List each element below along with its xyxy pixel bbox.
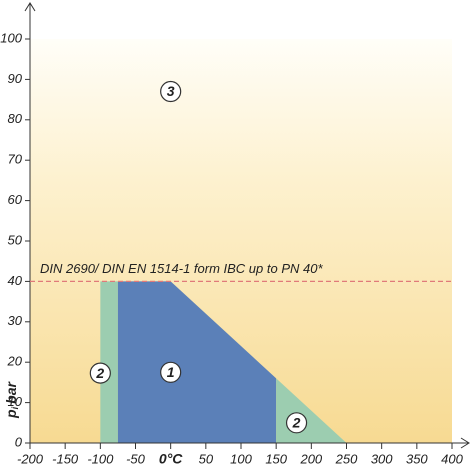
annotation-label: 2	[292, 415, 301, 431]
x-tick-label: 300	[371, 451, 393, 466]
x-tick-label: -200	[17, 451, 44, 466]
x-tick-label: 100	[230, 451, 252, 466]
annotation-label: 2	[95, 365, 104, 381]
y-tick-label: 0	[15, 434, 23, 449]
y-tick-label: 30	[8, 313, 23, 328]
x-tick-label: 150	[265, 451, 287, 466]
x-tick-label: 250	[335, 451, 358, 466]
y-tick-label: 40	[8, 273, 23, 288]
x-tick-label: 400	[441, 451, 463, 466]
x-tick-label: 0°C	[159, 451, 183, 467]
region	[100, 281, 118, 443]
region	[117, 281, 277, 443]
x-tick-label: -50	[126, 451, 146, 466]
y-tick-label: 70	[8, 152, 23, 167]
y-tick-label: 20	[7, 354, 23, 369]
y-label: p	[3, 409, 19, 419]
y-tick-label: 90	[8, 71, 23, 86]
y-label-unit: bar	[3, 381, 19, 404]
y-tick-label: 60	[8, 192, 23, 207]
x-tick-label: 200	[299, 451, 322, 466]
x-tick-label: -100	[87, 451, 114, 466]
x-tick-label: -150	[52, 451, 79, 466]
annotation: 1	[160, 361, 182, 383]
y-axis-label: pi bar	[3, 381, 21, 419]
y-tick-label: 10	[8, 394, 23, 409]
y-label-sub: i	[10, 406, 20, 409]
reference-label: DIN 2690/ DIN EN 1514-1 form IBC up to P…	[40, 261, 323, 276]
annotation-circle	[160, 361, 182, 383]
y-tick-label: 100	[0, 30, 22, 45]
y-tick-label: 80	[8, 111, 23, 126]
annotation-circle	[285, 412, 308, 434]
annotation-label: 1	[167, 364, 175, 380]
annotation: 2	[285, 412, 308, 434]
x-tick-label: 350	[406, 451, 428, 466]
x-tick-label: 50	[199, 451, 214, 466]
annotation: 3	[160, 80, 182, 103]
annotation: 2	[89, 362, 111, 384]
y-arrow	[24, 2, 36, 12]
annotation-circle	[160, 80, 182, 103]
y-tick-label: 50	[8, 232, 23, 247]
x-arrow	[460, 437, 470, 449]
annotation-circle	[89, 362, 111, 384]
annotation-label: 3	[167, 83, 175, 99]
